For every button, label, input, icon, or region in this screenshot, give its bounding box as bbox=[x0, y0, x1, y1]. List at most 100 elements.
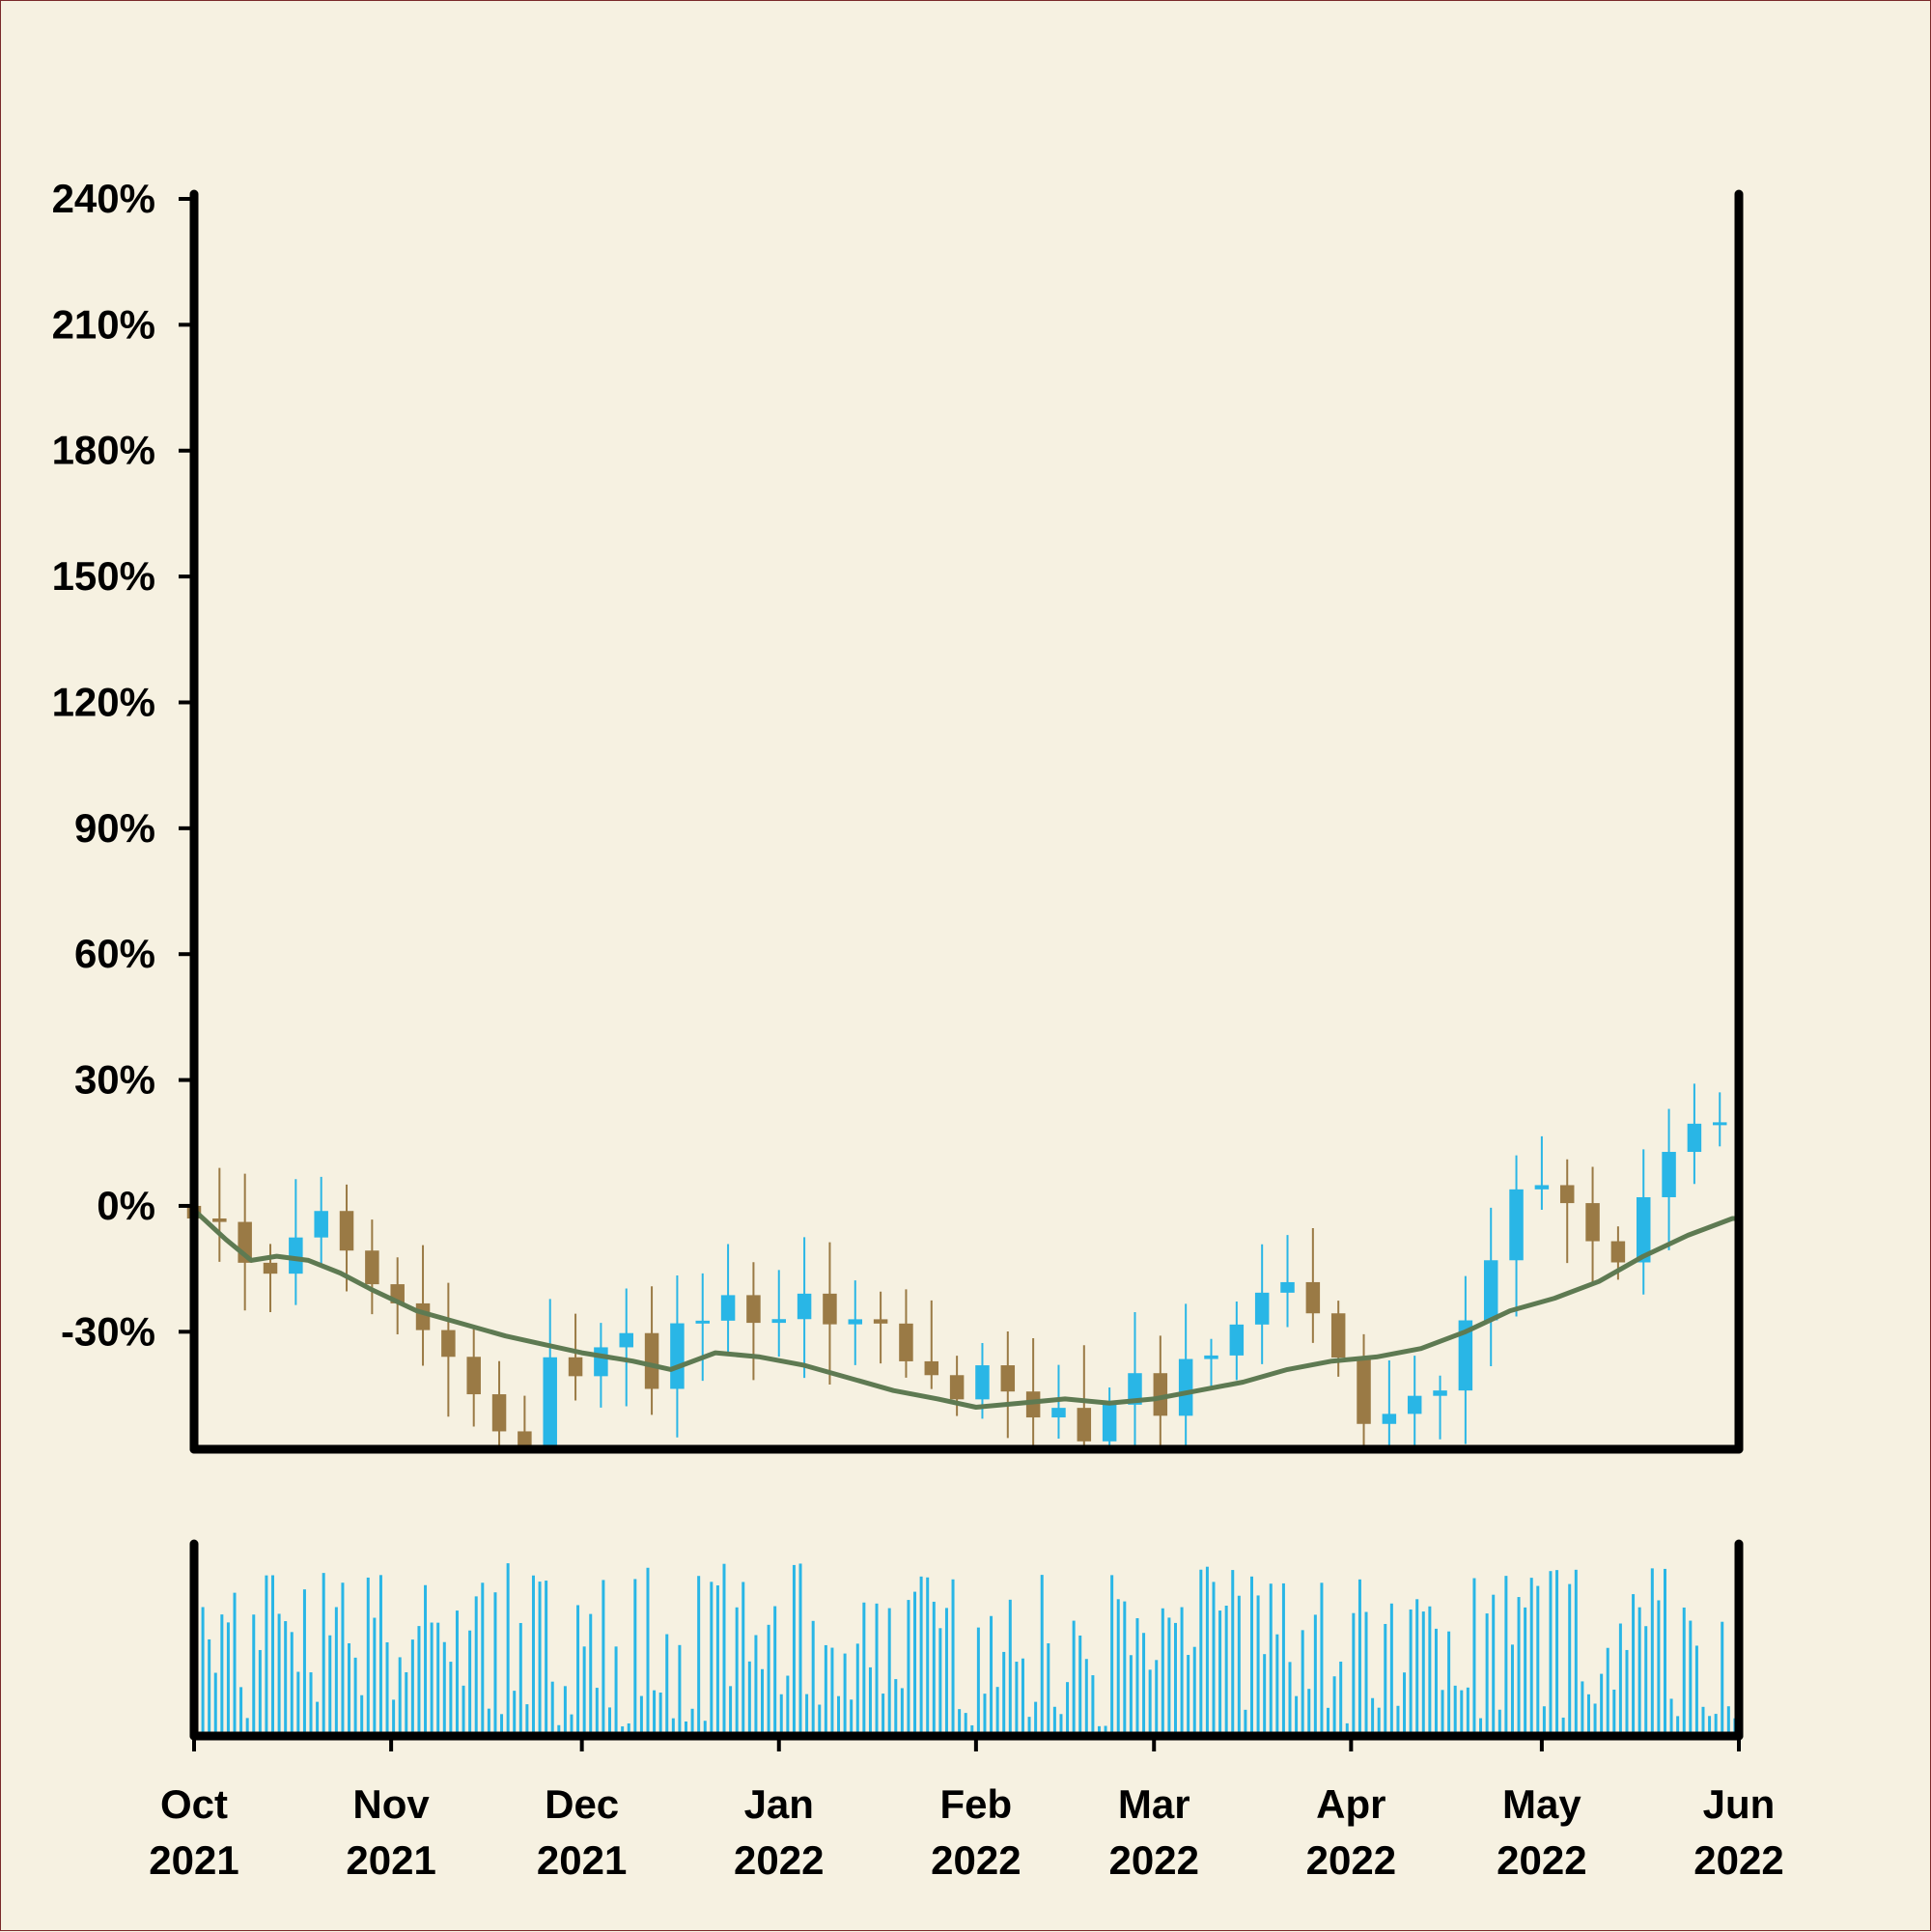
candle bbox=[1000, 1330, 1016, 1439]
volume-bar bbox=[1040, 1575, 1044, 1736]
candle bbox=[670, 1274, 685, 1438]
volume-bar bbox=[1524, 1607, 1527, 1736]
volume-bar bbox=[779, 1694, 783, 1736]
volume-bar bbox=[557, 1724, 561, 1736]
volume-bar bbox=[1479, 1718, 1483, 1736]
volume-bar bbox=[1371, 1697, 1375, 1736]
volume-bar bbox=[1555, 1570, 1559, 1736]
candle-body bbox=[746, 1295, 761, 1324]
volume-bar bbox=[366, 1577, 370, 1736]
volume-bar bbox=[213, 1672, 217, 1736]
candle-body bbox=[1280, 1281, 1295, 1293]
candle bbox=[823, 1242, 837, 1385]
volume-bar bbox=[653, 1690, 657, 1736]
volume-bar bbox=[1199, 1569, 1203, 1736]
volume-bar bbox=[1726, 1706, 1730, 1736]
x-tick-year: 2021 bbox=[537, 1837, 627, 1883]
volume-bar bbox=[919, 1576, 923, 1736]
candle bbox=[1534, 1135, 1550, 1210]
volume-bar bbox=[518, 1622, 522, 1736]
volume-bar bbox=[976, 1627, 980, 1736]
volume-bar bbox=[1618, 1623, 1622, 1736]
candle-body bbox=[1433, 1390, 1447, 1396]
volume-bar bbox=[1447, 1631, 1451, 1736]
candle bbox=[771, 1270, 787, 1358]
volume-bar bbox=[1116, 1599, 1120, 1736]
candle bbox=[1305, 1228, 1321, 1343]
y-tick-label: 240% bbox=[52, 176, 155, 221]
volume-bar bbox=[747, 1661, 751, 1736]
volume-bar bbox=[1485, 1613, 1489, 1736]
volume-bar bbox=[1561, 1717, 1565, 1736]
volume-bar bbox=[1212, 1582, 1216, 1736]
y-tick-label: 30% bbox=[74, 1057, 155, 1103]
volume-bar bbox=[868, 1666, 872, 1736]
y-axis-tick-labels: 240% 210% 180% 150% 120% 90% 60% 30% 0% -30% bbox=[52, 176, 155, 1354]
x-axis-tick-labels: Oct 2021 Nov 2021 Dec 2021 Jan 2022 Feb 2022 Mar 20… bbox=[149, 1781, 1783, 1883]
volume-bar bbox=[455, 1610, 459, 1736]
candle bbox=[1483, 1207, 1498, 1366]
volume-bar bbox=[563, 1686, 567, 1736]
candle-body bbox=[594, 1347, 608, 1377]
volume-bar bbox=[798, 1563, 802, 1736]
x-tick-year: 2022 bbox=[1497, 1837, 1586, 1883]
candle-body bbox=[771, 1319, 787, 1324]
volume-bar bbox=[932, 1601, 936, 1736]
volume-bar bbox=[837, 1695, 841, 1736]
x-tick-year: 2022 bbox=[1306, 1837, 1396, 1883]
volume-bar bbox=[710, 1582, 714, 1736]
volume-bar bbox=[1574, 1569, 1578, 1736]
volume-bar bbox=[550, 1681, 554, 1736]
candle-body bbox=[848, 1319, 863, 1325]
candle bbox=[1280, 1235, 1295, 1328]
volume-bar bbox=[1517, 1597, 1521, 1736]
volume-bar bbox=[442, 1641, 446, 1736]
volume-bar bbox=[417, 1626, 421, 1736]
x-tick-year: 2021 bbox=[149, 1837, 238, 1883]
candle-body bbox=[263, 1262, 278, 1274]
volume-bar bbox=[233, 1592, 237, 1736]
volume-bar bbox=[1510, 1644, 1514, 1736]
volume-bar bbox=[1301, 1630, 1304, 1736]
volume-bar bbox=[607, 1707, 611, 1736]
volume-bar bbox=[449, 1662, 453, 1736]
candle-body bbox=[1128, 1373, 1142, 1405]
volume-bar bbox=[436, 1622, 440, 1736]
volume-bar bbox=[805, 1694, 809, 1736]
volume-bar bbox=[1612, 1689, 1616, 1736]
candle bbox=[212, 1167, 227, 1262]
volume-bar bbox=[773, 1606, 777, 1736]
y-tick-label: 120% bbox=[52, 679, 155, 724]
volume-bar bbox=[481, 1582, 485, 1736]
volume-bar bbox=[208, 1638, 211, 1736]
volume-bar bbox=[506, 1563, 510, 1736]
candle-body bbox=[1330, 1313, 1346, 1358]
volume-bar bbox=[525, 1704, 529, 1736]
volume-bar bbox=[1173, 1622, 1177, 1736]
volume-bar bbox=[1536, 1585, 1540, 1736]
y-tick-label: 0% bbox=[97, 1183, 155, 1228]
volume-bar bbox=[735, 1607, 739, 1736]
candle-body bbox=[1509, 1189, 1524, 1261]
candle bbox=[1458, 1275, 1473, 1444]
volume-bar bbox=[1250, 1576, 1254, 1736]
volume-bar bbox=[513, 1691, 517, 1736]
volume-bar bbox=[487, 1708, 490, 1736]
volume-bar bbox=[284, 1621, 288, 1736]
volume-bar bbox=[424, 1584, 428, 1736]
volume-bar bbox=[1313, 1614, 1317, 1736]
x-tick-label: May 2022 bbox=[1497, 1781, 1586, 1883]
volume-bar bbox=[430, 1622, 434, 1736]
volume-bar bbox=[983, 1694, 987, 1736]
volume-bar bbox=[398, 1657, 402, 1736]
candle bbox=[339, 1184, 354, 1292]
candle-body bbox=[1229, 1324, 1245, 1356]
volume-bar bbox=[1155, 1660, 1159, 1736]
candle-body bbox=[1000, 1365, 1016, 1392]
volume-bar bbox=[1263, 1654, 1267, 1736]
volume-bar bbox=[1345, 1722, 1349, 1736]
volume-bar bbox=[1389, 1603, 1393, 1736]
volume-bar bbox=[220, 1614, 224, 1736]
volume-bar bbox=[882, 1694, 885, 1736]
candle bbox=[314, 1176, 328, 1266]
